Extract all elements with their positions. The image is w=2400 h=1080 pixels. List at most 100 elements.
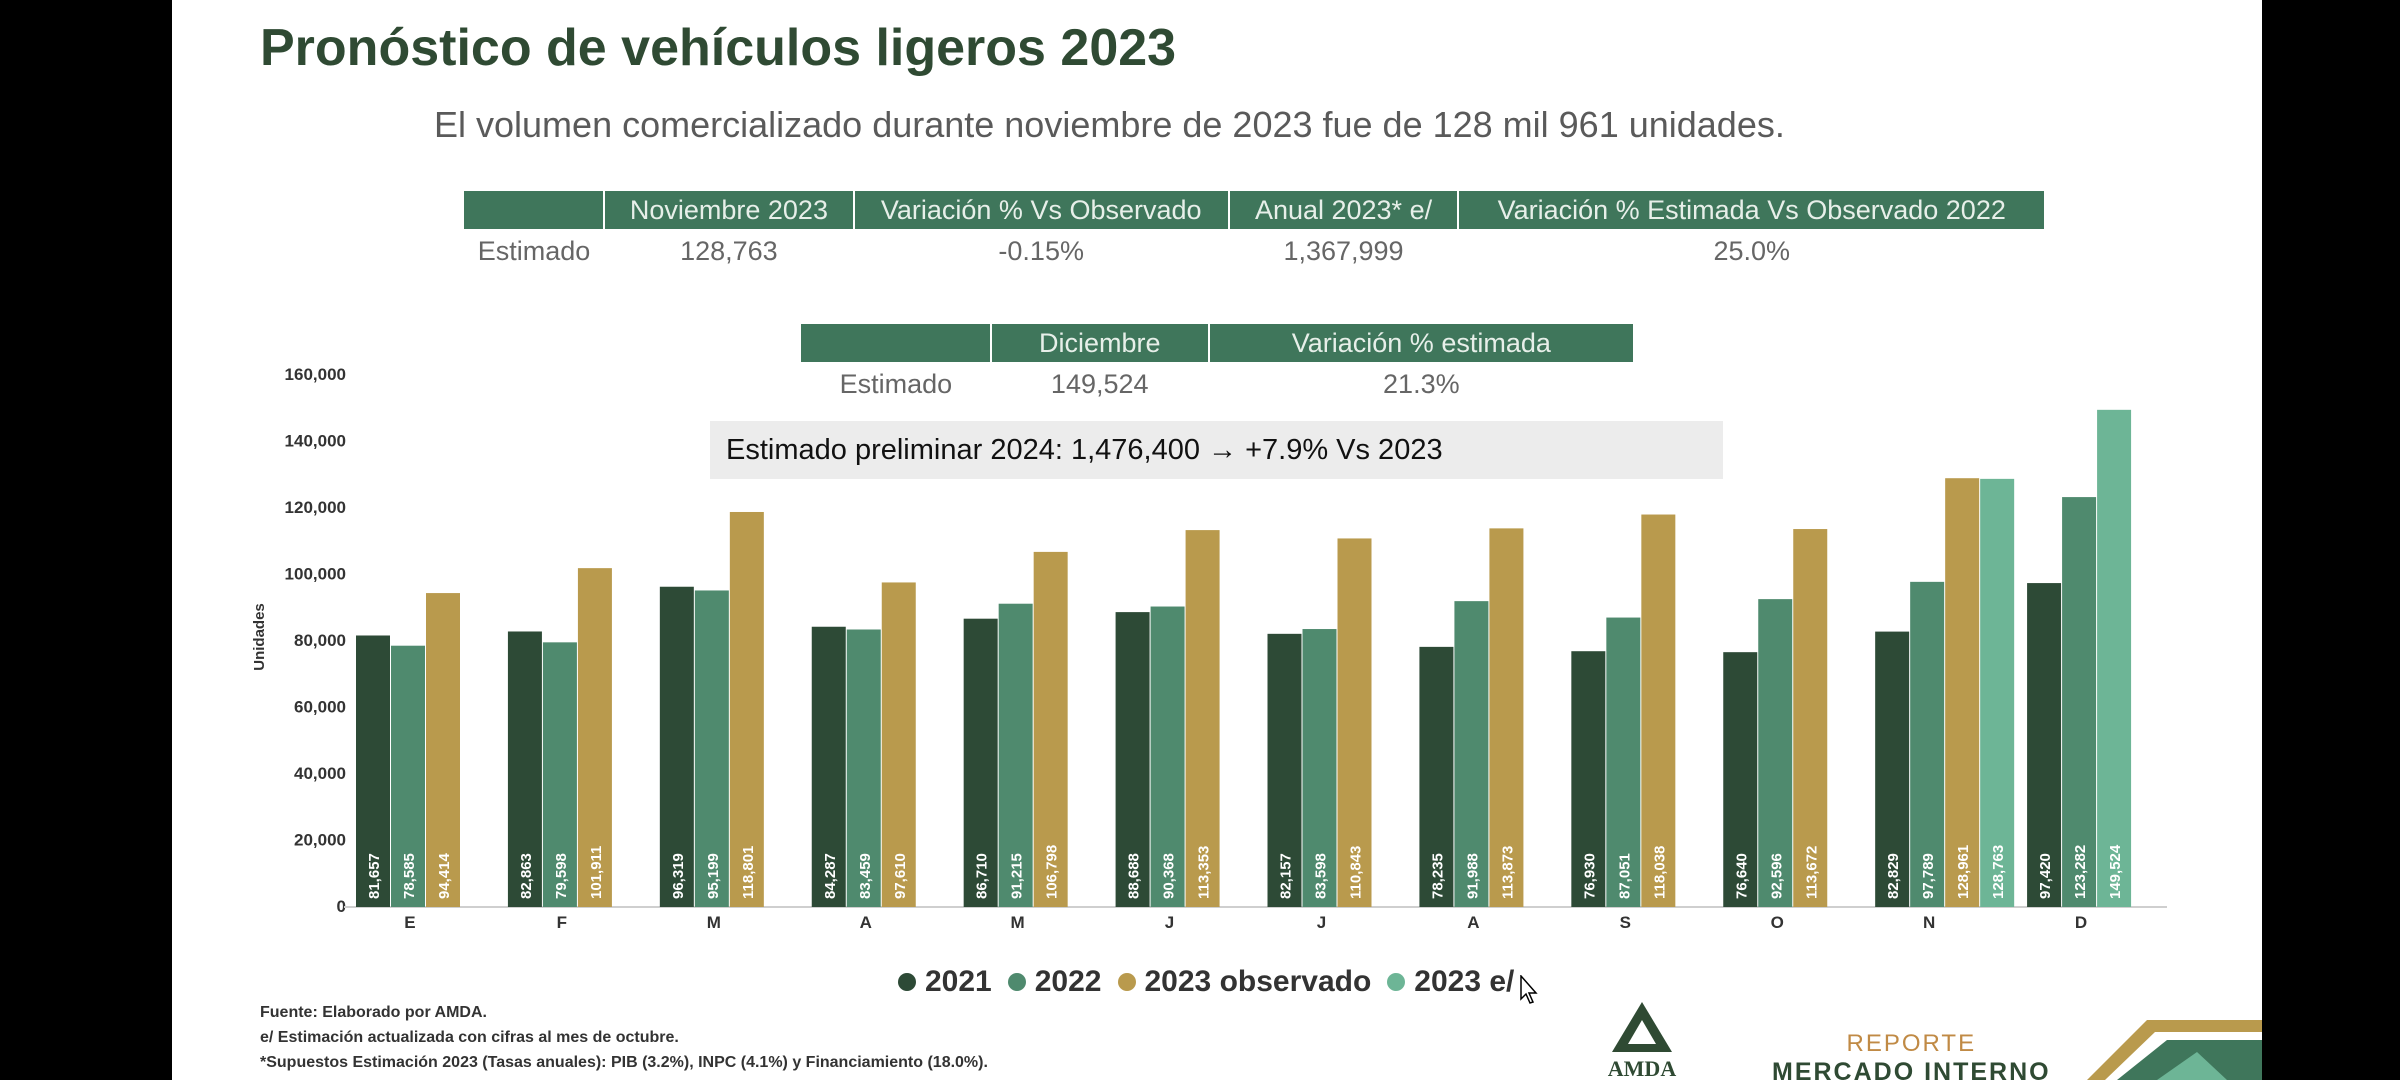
bar (1641, 514, 1676, 907)
x-tick-label: J (1165, 913, 1174, 932)
bar-data-label: 79,598 (553, 853, 570, 899)
bar-data-label: 95,199 (705, 853, 722, 899)
bar-data-label: 96,319 (670, 853, 687, 899)
x-tick-label: A (1467, 913, 1479, 932)
y-tick-label: 40,000 (294, 764, 346, 783)
x-tick-label: M (1011, 913, 1025, 932)
november-estimate-table: Noviembre 2023 Variación % Vs Observado … (464, 191, 2046, 273)
bar (694, 590, 729, 907)
table-cell: Estimado (477, 235, 591, 266)
bar (1267, 633, 1302, 907)
bar (1910, 581, 1945, 907)
bar (391, 645, 425, 907)
bar (577, 568, 612, 907)
x-tick-label: D (2075, 913, 2087, 932)
bar-data-label: 82,829 (1885, 853, 1902, 899)
bar-data-label: 123,282 (2072, 845, 2089, 899)
y-axis-label: Unidades (251, 603, 268, 671)
bar (1723, 652, 1758, 907)
bar-data-label: 76,640 (1733, 853, 1750, 899)
bar-data-label: 97,420 (2037, 853, 2054, 899)
table-cell: 149,524 (1050, 368, 1149, 399)
table-header (464, 191, 605, 229)
amda-logo-icon: AMDA (1608, 1002, 1677, 1080)
x-tick-label: A (860, 913, 872, 932)
bar-data-label: 86,710 (974, 853, 991, 899)
report-top-label: REPORTE (1846, 1030, 1977, 1057)
bar (356, 635, 390, 907)
mouse-cursor-icon (1520, 975, 1538, 1004)
legend-item-2023-e: 2023 e/ (1387, 965, 1514, 999)
x-tick-label: S (1620, 913, 1631, 932)
table-cell: 21.3% (1383, 368, 1460, 399)
table-cell: 25.0% (1713, 235, 1790, 266)
table-row: Estimado 128,763 -0.15% 1,367,999 25.0% (464, 229, 2045, 273)
bar-data-label: 118,801 (740, 846, 757, 899)
bar-data-label: 76,930 (1581, 853, 1598, 899)
bar-data-label: 88,688 (1126, 853, 1143, 899)
bar (998, 603, 1033, 907)
bar (2062, 497, 2097, 907)
chart-legend: 2021 2022 2023 observado 2023 e/ (898, 965, 1530, 999)
bar (1793, 529, 1828, 907)
bar-data-label: 78,585 (401, 853, 418, 899)
bar (1945, 478, 1980, 907)
bar-data-label: 84,287 (822, 853, 839, 899)
x-tick-label: M (707, 913, 721, 932)
bar (1150, 606, 1185, 907)
y-tick-label: 140,000 (285, 432, 346, 451)
y-tick-label: 80,000 (294, 631, 346, 650)
bar-data-label: 97,789 (1920, 853, 1937, 899)
bar-data-label: 78,235 (1429, 853, 1446, 899)
table-cell: Estimado (839, 368, 953, 399)
bar (542, 642, 577, 907)
bar (659, 586, 694, 907)
bar (1980, 478, 2015, 907)
bar-data-label: 113,672 (1803, 846, 1820, 899)
bar (1454, 601, 1489, 907)
bar (2027, 583, 2062, 907)
legend-dot-icon (1387, 973, 1406, 991)
bar (811, 626, 846, 907)
y-tick-label: 20,000 (294, 831, 346, 850)
x-tick-label: F (557, 913, 567, 932)
bar (1875, 631, 1910, 907)
legend-label: 2023 e/ (1414, 965, 1515, 998)
bar (846, 629, 881, 907)
legend-label: 2023 observado (1144, 965, 1372, 998)
table-header: Variación % Estimada Vs Observado 2022 (1458, 191, 2046, 229)
bar-data-label: 97,610 (892, 853, 909, 899)
bar (1033, 551, 1068, 907)
bar-data-label: 82,863 (518, 853, 535, 899)
bar (1337, 538, 1372, 907)
table-header (801, 324, 992, 362)
bar-data-label: 83,459 (857, 853, 874, 899)
legend-dot-icon (1007, 973, 1026, 991)
bar-data-label: 91,215 (1009, 853, 1026, 899)
bar-data-label: 81,657 (366, 853, 383, 899)
bar (1571, 651, 1606, 907)
bar (1115, 612, 1150, 907)
bar-data-label: 113,873 (1499, 846, 1516, 899)
bar-data-label: 94,414 (436, 852, 453, 899)
table-header: Noviembre 2023 (603, 191, 855, 229)
page-title: Pronóstico de vehículos ligeros 2023 (260, 19, 1177, 77)
bar (507, 631, 542, 907)
y-tick-label: 120,000 (285, 498, 346, 517)
bar (1419, 646, 1454, 907)
report-label: REPORTE MERCADO INTERNO (1772, 1030, 2051, 1080)
bar (729, 511, 764, 907)
x-tick-label: E (404, 913, 415, 932)
monthly-sales-bar-chart: 0 20,000 40,000 60,000 80,000 100,000 120,000 1… (251, 365, 2167, 932)
bar (1489, 528, 1524, 907)
legend-item-2022: 2022 (1007, 965, 1102, 999)
subtitle: El volumen comercializado durante noviem… (434, 104, 1785, 145)
bar (881, 582, 916, 907)
bar-data-label: 113,353 (1196, 846, 1213, 899)
bar (1185, 530, 1220, 907)
y-tick-label: 160,000 (285, 365, 346, 384)
y-tick-label: 100,000 (285, 565, 346, 584)
logo-text: AMDA (1608, 1056, 1677, 1080)
bar (963, 618, 998, 907)
decorative-mountains-icon (2087, 1020, 2262, 1080)
